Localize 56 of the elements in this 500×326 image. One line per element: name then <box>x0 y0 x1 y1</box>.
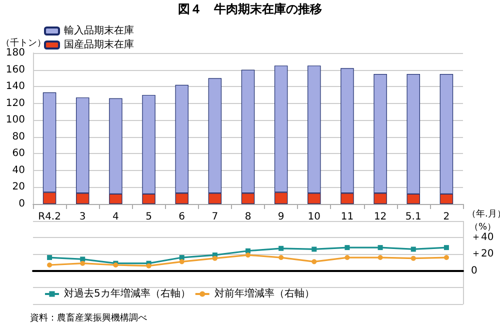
point <box>278 255 284 260</box>
point <box>444 245 449 250</box>
point <box>378 245 383 250</box>
point <box>246 252 250 258</box>
point <box>378 255 383 260</box>
y-axis-title: （%） <box>469 222 496 232</box>
point <box>278 246 284 251</box>
x-tick-label: 5 <box>146 212 152 222</box>
point <box>312 259 317 264</box>
x-tick-label: 2 <box>443 212 450 222</box>
point <box>179 259 184 264</box>
point <box>312 246 317 252</box>
point <box>410 256 416 261</box>
y-axis-title: （千トン） <box>1 38 46 48</box>
legend-label: 対過去5カ年増減率（右軸） <box>64 288 190 300</box>
legend-label: 対前年増減率（右軸） <box>214 288 314 300</box>
legend-label: 輸入品期末在庫 <box>64 24 134 36</box>
x-tick-label: 4 <box>112 212 119 222</box>
y-tick-label: 0 <box>18 198 25 210</box>
x-tick-label: R4.2 <box>38 212 61 222</box>
y-tick-label: ＋40 <box>471 232 494 244</box>
point <box>344 245 350 250</box>
point <box>212 256 218 261</box>
y-tick-label: 100 <box>6 114 25 126</box>
legend-label: 国産品期末在庫 <box>64 38 134 50</box>
y-tick-label: 120 <box>6 98 25 109</box>
x-tick-label: 5.1 <box>405 212 422 222</box>
y-tick-label: 0 <box>471 265 478 276</box>
point <box>80 260 86 266</box>
x-tick-label: 10 <box>308 212 321 222</box>
point <box>47 255 52 260</box>
y-tick-label: 80 <box>12 131 25 142</box>
y-tick-label: 20 <box>12 182 25 193</box>
x-tick-label: 9 <box>278 212 284 222</box>
point <box>410 246 416 252</box>
x-tick-label: 11 <box>340 212 354 222</box>
x-tick-label: 8 <box>244 212 252 222</box>
point <box>444 255 449 260</box>
x-tick-label: 6 <box>178 212 186 222</box>
point <box>80 256 86 262</box>
y-tick-label: 180 <box>6 48 25 58</box>
x-tick-label: 12 <box>374 212 387 222</box>
y-tick-label: ＋20 <box>471 248 494 260</box>
x-tick-label: 7 <box>212 212 218 222</box>
x-tick-label: 3 <box>79 212 86 222</box>
y-tick-label: 60 <box>12 148 25 160</box>
chart-title: 図４ 牛肉期末在庫の推移 <box>178 2 322 16</box>
text: 資料：農畜産業振興機構調べ <box>30 312 147 324</box>
point <box>146 263 152 268</box>
x-axis-title: （年.月） <box>467 208 500 220</box>
point <box>179 255 184 260</box>
y-tick-label: 140 <box>6 81 25 92</box>
point <box>47 262 52 268</box>
point <box>344 255 350 260</box>
y-tick-label: 40 <box>12 164 25 176</box>
y-tick-label: 160 <box>6 64 25 76</box>
